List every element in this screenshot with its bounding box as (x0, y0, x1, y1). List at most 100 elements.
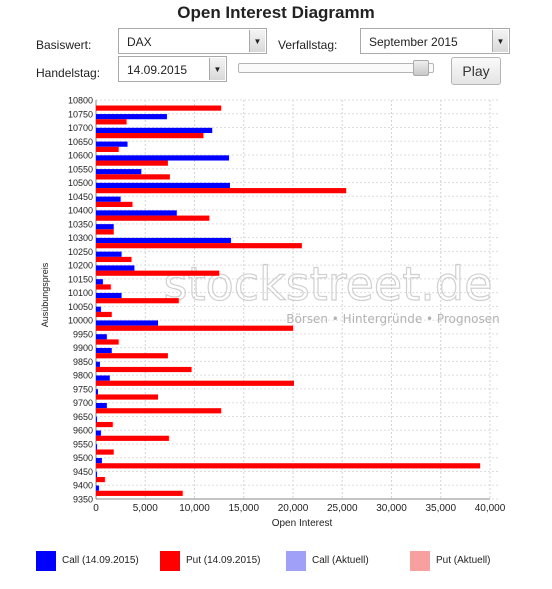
call-bar (96, 155, 229, 161)
x-tick-label: 10,000 (179, 503, 210, 514)
put-bar (96, 243, 302, 249)
legend-label: Call (Aktuell) (312, 555, 369, 566)
handelstag-value: 14.09.2015 (127, 63, 188, 77)
put-bar (96, 353, 168, 359)
put-bar (96, 449, 114, 455)
call-bar (96, 430, 101, 436)
put-bar (96, 174, 170, 180)
y-axis-title: Ausübungspreis (40, 262, 50, 327)
y-tick-label: 10500 (68, 178, 93, 188)
y-tick-label: 10450 (68, 192, 93, 202)
chevron-down-icon[interactable]: ▼ (249, 30, 265, 52)
play-button[interactable]: Play (451, 57, 501, 85)
watermark-brand: stockstreet.de (164, 257, 493, 311)
put-bar (96, 160, 168, 166)
y-tick-label: 10000 (68, 316, 93, 326)
open-interest-chart: 0 5,000 10,000 15,000 20,000 25,000 30,000 35,0… (40, 96, 506, 530)
chevron-down-icon[interactable]: ▼ (492, 30, 508, 52)
y-tick-label: 10400 (68, 206, 93, 216)
put-bar (96, 311, 112, 318)
handelstag-select[interactable]: 14.09.2015 ▼ (118, 56, 227, 82)
put-bar (96, 463, 481, 469)
put-bar (96, 201, 133, 208)
y-tick-label: 10600 (68, 151, 93, 161)
handelstag-label: Handelstag: (36, 66, 101, 80)
verfallstag-value: September 2015 (369, 35, 458, 49)
basiswert-select[interactable]: DAX ▼ (118, 28, 267, 54)
put-bar (96, 490, 183, 496)
call-bar (96, 114, 167, 120)
call-bar (96, 196, 121, 202)
legend-label: Put (Aktuell) (436, 555, 491, 566)
put-bar (96, 325, 293, 331)
basiswert-label: Basiswert: (36, 38, 92, 52)
put-bar (96, 298, 179, 304)
put-bar (96, 105, 222, 111)
basiswert-value: DAX (127, 35, 152, 49)
y-tick-label: 9550 (73, 439, 93, 449)
put-bar (96, 339, 119, 345)
x-tick-label: 30,000 (376, 503, 407, 514)
date-slider[interactable] (238, 60, 438, 76)
call-bar (96, 141, 128, 147)
call-bar (96, 320, 159, 326)
call-bar (96, 265, 135, 271)
y-tick-label: 9700 (73, 398, 93, 408)
call-bar (96, 471, 97, 477)
y-tick-label: 9900 (73, 343, 93, 353)
legend-swatch (410, 551, 430, 571)
y-tick-label: 9950 (73, 329, 93, 339)
y-tick-label: 9450 (73, 467, 93, 477)
put-bar (96, 229, 114, 235)
verfallstag-select[interactable]: September 2015 ▼ (360, 28, 510, 54)
call-bar (96, 347, 112, 354)
slider-track[interactable] (238, 63, 434, 73)
call-bar (96, 375, 110, 381)
y-tick-label: 9800 (73, 371, 93, 381)
put-bar (96, 188, 347, 194)
x-axis-title: Open Interest (272, 518, 333, 529)
y-tick-label: 10350 (68, 219, 93, 229)
y-tick-label: 9500 (73, 453, 93, 463)
chart-title: Open Interest Diagramm (177, 3, 375, 22)
x-tick-label: 35,000 (425, 503, 456, 514)
put-bar (96, 366, 192, 373)
call-bar (96, 127, 213, 134)
y-tick-label: 10800 (68, 96, 93, 106)
call-bar (96, 402, 107, 409)
put-bar (96, 146, 119, 152)
y-tick-label: 10700 (68, 123, 93, 133)
y-tick-label: 10150 (68, 274, 93, 284)
y-tick-label: 10300 (68, 233, 93, 243)
y-tick-label: 9600 (73, 426, 93, 436)
chevron-down-icon[interactable]: ▼ (209, 58, 225, 80)
y-tick-label: 9850 (73, 357, 93, 367)
x-tick-label: 40,000 (475, 503, 506, 514)
call-bar (96, 416, 97, 422)
put-bar (96, 270, 220, 276)
y-tick-label: 10550 (68, 164, 93, 174)
put-bar (96, 394, 159, 400)
x-tick-label: 0 (93, 503, 99, 514)
call-bar (96, 182, 230, 189)
call-bar (96, 306, 101, 312)
legend-swatch (286, 551, 306, 571)
y-tick-label: 10050 (68, 302, 93, 312)
call-bar (96, 334, 107, 340)
slider-handle[interactable] (412, 60, 429, 76)
call-bar (96, 279, 103, 285)
put-bar (96, 476, 105, 483)
y-tick-label: 10200 (68, 261, 93, 271)
call-bar (96, 444, 97, 450)
call-bar (96, 361, 100, 367)
legend-label: Call (14.09.2015) (62, 555, 139, 566)
y-tick-label: 9650 (73, 412, 93, 422)
call-bar (96, 251, 122, 257)
call-bar (96, 169, 142, 175)
y-tick-label: 10250 (68, 247, 93, 257)
watermark-tagline: Börsen • Hintergründe • Prognosen (286, 312, 500, 326)
put-bar (96, 421, 113, 428)
call-bar (96, 210, 177, 216)
x-tick-label: 5,000 (133, 503, 158, 514)
x-tick-label: 25,000 (327, 503, 358, 514)
